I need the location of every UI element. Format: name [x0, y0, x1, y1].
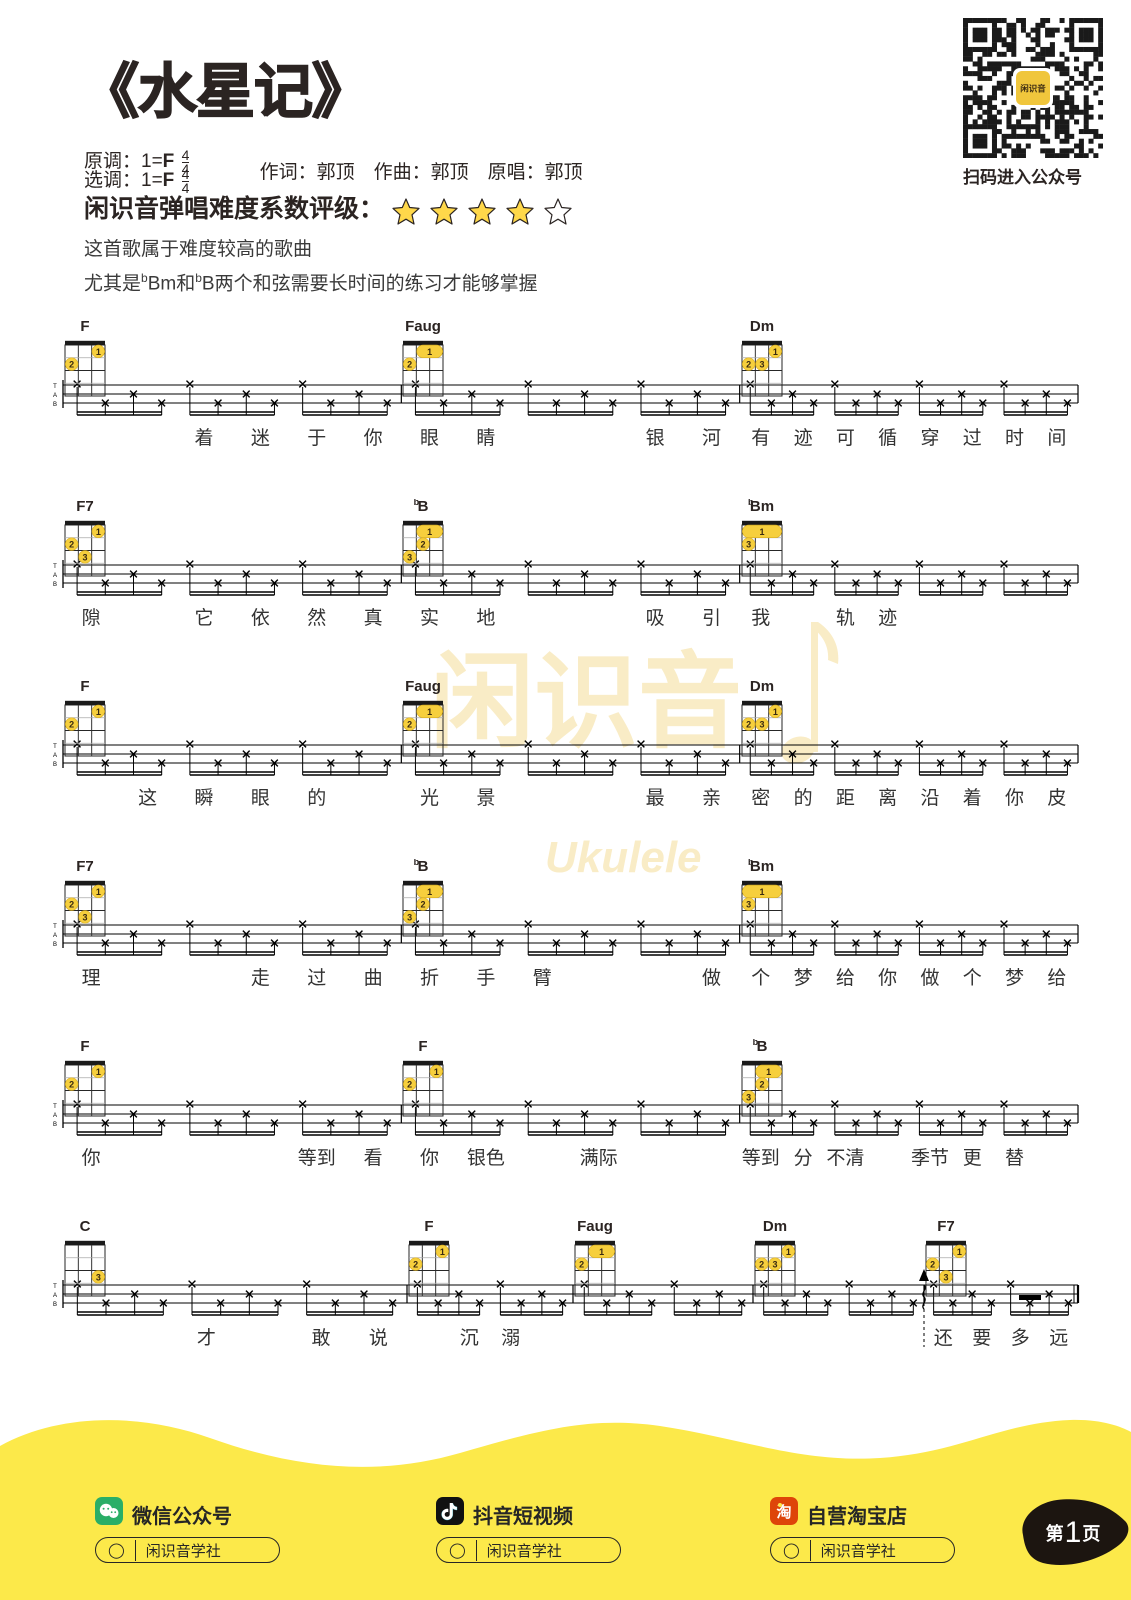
svg-text:3: 3 — [82, 912, 87, 922]
svg-text:T: T — [53, 1104, 57, 1110]
svg-text:1: 1 — [759, 527, 764, 537]
svg-text:F7: F7 — [76, 859, 94, 875]
svg-text:b: b — [748, 859, 754, 867]
svg-text:2: 2 — [759, 1080, 764, 1090]
svg-text:2: 2 — [421, 900, 426, 910]
svg-text:T: T — [53, 564, 57, 570]
svg-text:F: F — [80, 319, 89, 335]
svg-text:Faug: Faug — [405, 679, 441, 695]
svg-text:2: 2 — [69, 360, 74, 370]
svg-text:1: 1 — [96, 527, 101, 537]
svg-text:闲识音: 闲识音 — [1020, 84, 1046, 94]
svg-text:F: F — [419, 1039, 428, 1055]
svg-text:2: 2 — [746, 720, 751, 730]
svg-text:1: 1 — [427, 347, 432, 357]
svg-text:Faug: Faug — [405, 319, 441, 335]
svg-text:b: b — [414, 499, 420, 507]
svg-text:F: F — [80, 1039, 89, 1055]
svg-text:B: B — [53, 402, 57, 408]
svg-text:3: 3 — [407, 912, 412, 922]
svg-text:A: A — [53, 933, 57, 939]
svg-text:2: 2 — [407, 360, 412, 370]
svg-text:1: 1 — [772, 707, 777, 717]
svg-text:b: b — [748, 499, 754, 507]
svg-text:T: T — [53, 744, 57, 750]
svg-text:淘: 淘 — [775, 1503, 791, 1521]
svg-text:3: 3 — [746, 1092, 751, 1102]
svg-text:B: B — [53, 942, 57, 948]
svg-text:F7: F7 — [76, 499, 94, 515]
svg-text:1: 1 — [434, 1067, 439, 1077]
svg-text:2: 2 — [69, 540, 74, 550]
svg-text:2: 2 — [69, 720, 74, 730]
svg-text:A: A — [53, 573, 57, 579]
svg-text:B: B — [53, 1122, 57, 1128]
svg-text:3: 3 — [759, 360, 764, 370]
svg-text:b: b — [414, 859, 420, 867]
svg-text:Dm: Dm — [750, 679, 774, 695]
svg-text:2: 2 — [69, 900, 74, 910]
svg-text:1: 1 — [427, 707, 432, 717]
svg-text:3: 3 — [82, 552, 87, 562]
svg-text:2: 2 — [407, 1080, 412, 1090]
svg-text:T: T — [53, 924, 57, 930]
svg-text:1: 1 — [427, 527, 432, 537]
svg-text:B: B — [756, 1039, 767, 1055]
svg-text:2: 2 — [407, 720, 412, 730]
svg-text:1: 1 — [96, 887, 101, 897]
svg-text:2: 2 — [69, 1080, 74, 1090]
svg-text:2: 2 — [421, 540, 426, 550]
svg-text:A: A — [53, 1113, 57, 1119]
svg-text:1: 1 — [427, 887, 432, 897]
svg-text:3: 3 — [759, 720, 764, 730]
svg-text:3: 3 — [746, 540, 751, 550]
svg-text:1: 1 — [766, 1067, 771, 1077]
svg-text:1: 1 — [759, 887, 764, 897]
svg-text:A: A — [53, 393, 57, 399]
svg-text:1: 1 — [96, 1067, 101, 1077]
svg-text:3: 3 — [407, 552, 412, 562]
svg-text:1: 1 — [772, 347, 777, 357]
svg-text:1: 1 — [96, 347, 101, 357]
svg-text:B: B — [53, 762, 57, 768]
svg-text:1: 1 — [96, 707, 101, 717]
svg-text:A: A — [53, 753, 57, 759]
svg-text:B: B — [418, 859, 429, 875]
svg-text:B: B — [53, 582, 57, 588]
svg-text:3: 3 — [746, 900, 751, 910]
svg-text:2: 2 — [746, 360, 751, 370]
svg-text:F: F — [80, 679, 89, 695]
svg-text:T: T — [53, 384, 57, 390]
svg-text:B: B — [418, 499, 429, 515]
svg-text:Dm: Dm — [750, 319, 774, 335]
svg-text:b: b — [752, 1039, 758, 1047]
